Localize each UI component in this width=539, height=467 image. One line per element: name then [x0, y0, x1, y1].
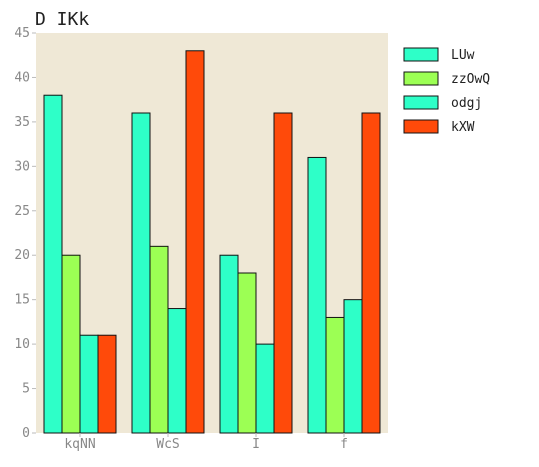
chart-title: D IKk: [35, 9, 89, 30]
bar-kXW-WcS: [185, 50, 205, 434]
x-tick-label: f: [340, 437, 348, 452]
bar-zzOwQ-kqNN: [61, 254, 81, 434]
y-tick-label: 20: [14, 248, 30, 263]
legend-label: zzOwQ: [451, 72, 490, 87]
x-tick-label: kqNN: [64, 437, 95, 452]
bar-odgj-kqNN: [79, 334, 99, 434]
bar-zzOwQ-f: [325, 316, 345, 434]
bar-odgj-WcS: [167, 308, 187, 434]
bar-zzOwQ-WcS: [149, 245, 169, 434]
y-tick-label: 10: [14, 337, 30, 352]
legend: LUw zzOwQ odgj kXW: [403, 47, 490, 135]
bar-kXW-I: [273, 112, 293, 434]
legend-swatch: [403, 119, 439, 134]
bar-LUw-f: [307, 156, 327, 434]
bar-LUw-WcS: [131, 112, 151, 434]
legend-label: kXW: [451, 120, 475, 135]
legend-label: odgj: [451, 96, 482, 111]
bar-odgj-f: [343, 299, 363, 434]
bar-zzOwQ-I: [237, 272, 257, 434]
y-tick-label: 25: [14, 204, 30, 219]
bars-group: [43, 50, 381, 434]
x-tick-label: I: [252, 437, 260, 452]
legend-swatch: [403, 95, 439, 110]
y-tick-label: 40: [14, 70, 30, 85]
bar-LUw-kqNN: [43, 94, 63, 434]
bar-odgj-I: [255, 343, 275, 434]
y-axis: 0 5 10 15 20 25 30 35 40 45: [14, 26, 36, 441]
legend-label: LUw: [451, 48, 475, 63]
y-tick-label: 45: [14, 26, 30, 41]
legend-swatch: [403, 47, 439, 62]
bar-kXW-kqNN: [97, 334, 117, 434]
legend-swatch: [403, 71, 439, 86]
bar-kXW-f: [361, 112, 381, 434]
y-tick-label: 15: [14, 293, 30, 308]
y-tick-label: 5: [22, 382, 30, 397]
y-tick-label: 35: [14, 115, 30, 130]
y-tick-label: 0: [22, 426, 30, 441]
x-tick-label: WcS: [156, 437, 179, 452]
bar-LUw-I: [219, 254, 239, 434]
y-tick-label: 30: [14, 159, 30, 174]
